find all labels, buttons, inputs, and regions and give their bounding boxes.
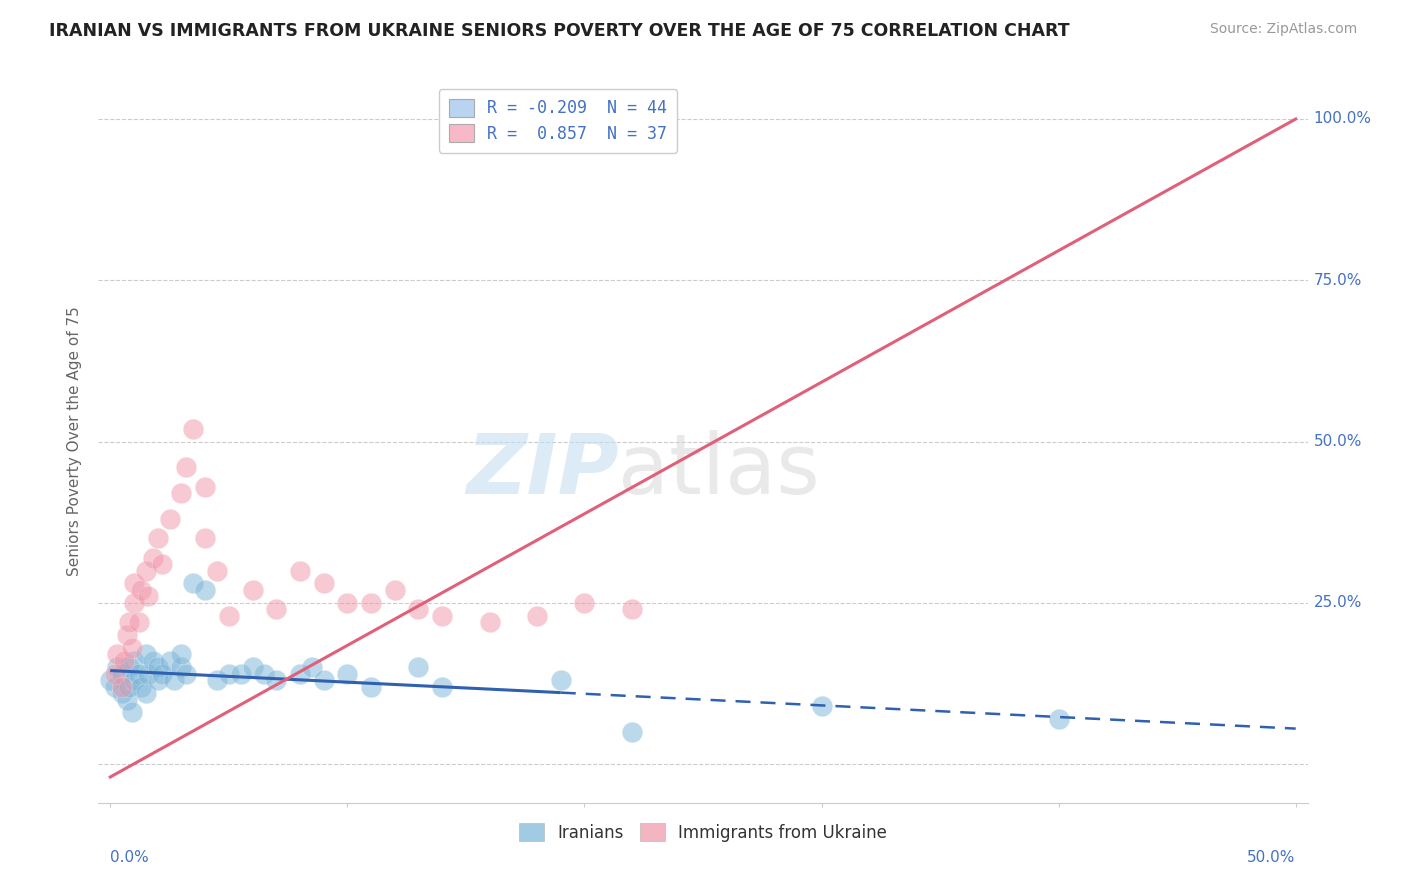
Point (432, 608, 454, 623)
Point (115, 692, 138, 706)
Point (136, 590, 159, 604)
Point (104, 680, 127, 694)
Point (810, 699, 832, 714)
Point (478, 615, 501, 630)
Point (288, 564, 311, 578)
Point (170, 648, 193, 662)
Point (336, 596, 359, 610)
Point (384, 582, 406, 597)
Point (118, 615, 141, 630)
Point (264, 673, 287, 688)
Point (360, 596, 382, 610)
Point (242, 660, 264, 674)
Point (264, 602, 287, 616)
Point (121, 706, 143, 720)
Point (122, 576, 145, 591)
Point (135, 648, 157, 662)
Point (163, 673, 186, 688)
Point (181, 422, 204, 436)
Point (526, 608, 548, 623)
Point (159, 654, 181, 668)
Point (118, 680, 141, 694)
Point (194, 582, 217, 597)
Point (128, 666, 150, 681)
Point (170, 486, 193, 500)
Point (98, 673, 121, 688)
Point (128, 615, 150, 630)
Point (135, 564, 157, 578)
Point (432, 680, 454, 694)
Point (408, 602, 430, 616)
Text: 50.0%: 50.0% (1313, 434, 1362, 449)
Point (122, 596, 145, 610)
Point (194, 480, 217, 494)
Text: 50.0%: 50.0% (1247, 850, 1296, 864)
Point (136, 666, 159, 681)
Point (218, 608, 240, 623)
Point (205, 673, 228, 688)
Text: 75.0%: 75.0% (1313, 273, 1362, 288)
Point (312, 576, 335, 591)
Text: Source: ZipAtlas.com: Source: ZipAtlas.com (1209, 22, 1357, 37)
Point (229, 666, 252, 681)
Point (122, 673, 145, 688)
Point (146, 673, 169, 688)
Point (111, 686, 134, 700)
Point (142, 550, 165, 565)
Point (360, 680, 382, 694)
Point (146, 660, 169, 674)
Point (336, 666, 359, 681)
Point (253, 666, 276, 681)
Point (129, 582, 152, 597)
Point (118, 660, 141, 674)
Point (129, 680, 152, 694)
Point (152, 666, 174, 681)
Point (170, 660, 193, 674)
Point (152, 557, 174, 571)
Point (135, 686, 157, 700)
Point (105, 648, 128, 662)
Point (550, 673, 572, 688)
Point (1047, 712, 1070, 726)
Point (115, 628, 138, 642)
Text: 0.0%: 0.0% (110, 850, 149, 864)
Point (408, 660, 430, 674)
Point (620, 724, 643, 739)
Point (159, 512, 181, 526)
Point (114, 654, 136, 668)
Point (111, 666, 134, 681)
Text: 25.0%: 25.0% (1313, 595, 1362, 610)
Point (122, 654, 145, 668)
Point (181, 576, 204, 591)
Point (218, 666, 240, 681)
Point (205, 564, 228, 578)
Point (288, 666, 311, 681)
Legend: Iranians, Immigrants from Ukraine: Iranians, Immigrants from Ukraine (512, 817, 894, 848)
Point (620, 602, 643, 616)
Point (574, 596, 596, 610)
Text: ZIP: ZIP (465, 430, 619, 511)
Point (121, 640, 143, 655)
Point (242, 582, 264, 597)
Point (174, 460, 197, 475)
Point (104, 666, 127, 681)
Point (142, 654, 165, 668)
Point (312, 673, 335, 688)
Point (146, 531, 169, 545)
Point (301, 660, 323, 674)
Point (105, 660, 128, 674)
Y-axis label: Seniors Poverty Over the Age of 75: Seniors Poverty Over the Age of 75 (67, 307, 83, 576)
Text: IRANIAN VS IMMIGRANTS FROM UKRAINE SENIORS POVERTY OVER THE AGE OF 75 CORRELATIO: IRANIAN VS IMMIGRANTS FROM UKRAINE SENIO… (49, 22, 1070, 40)
Point (111, 680, 134, 694)
Text: atlas: atlas (619, 430, 820, 511)
Point (194, 531, 217, 545)
Text: 100.0%: 100.0% (1313, 112, 1372, 127)
Point (174, 666, 197, 681)
